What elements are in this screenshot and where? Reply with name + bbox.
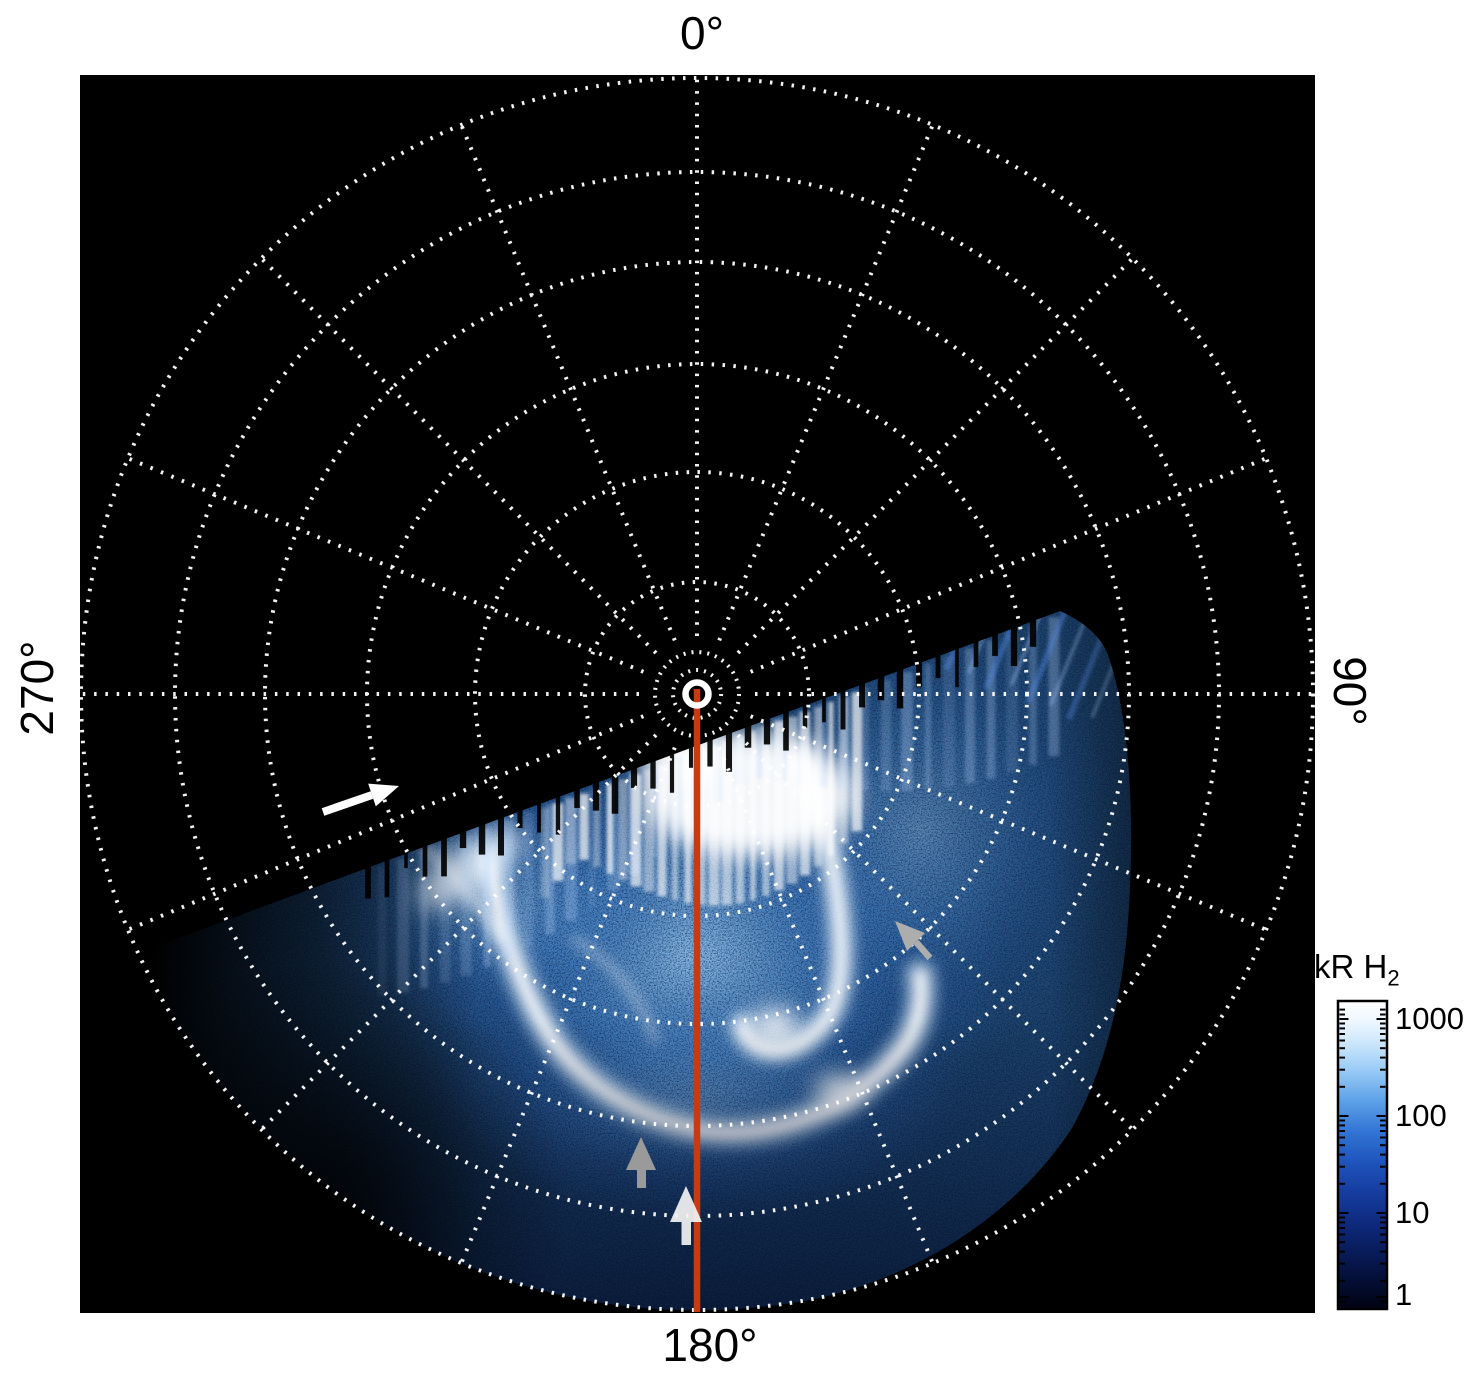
colorbar-title: kR H2 <box>1314 950 1400 990</box>
gray-arrow-bottom <box>626 1137 656 1188</box>
annotation-arrows <box>321 783 933 1245</box>
colorbar-tick-100: 100 <box>1395 1098 1447 1133</box>
angle-label-bottom: 180° <box>662 1319 758 1371</box>
polar-grid <box>79 76 1315 1312</box>
colorbar-title-main: kR H <box>1314 948 1388 985</box>
colorbar-title-sub: 2 <box>1387 965 1400 991</box>
colorbar <box>1336 999 1389 1311</box>
colorbar-tick-1: 1 <box>1395 1277 1413 1312</box>
colorbar-gradient <box>1336 999 1389 1311</box>
data-edge-teeth <box>365 615 1037 899</box>
colorbar-tick-10: 10 <box>1395 1195 1430 1230</box>
colorbar-ticks <box>1339 1008 1386 1303</box>
colorbar-tick-1000: 1000 <box>1395 1001 1464 1036</box>
angle-label-top: 0° <box>680 7 724 59</box>
angle-label-left: 270° <box>11 640 63 736</box>
gray-arrow-right <box>895 921 933 961</box>
white-arrow-bottom <box>670 1186 702 1245</box>
angle-label-right: 90° <box>1324 656 1376 726</box>
white-arrow-upper-left <box>321 783 399 816</box>
pole-ring <box>682 679 712 709</box>
bright-ray-streaks <box>540 692 863 906</box>
